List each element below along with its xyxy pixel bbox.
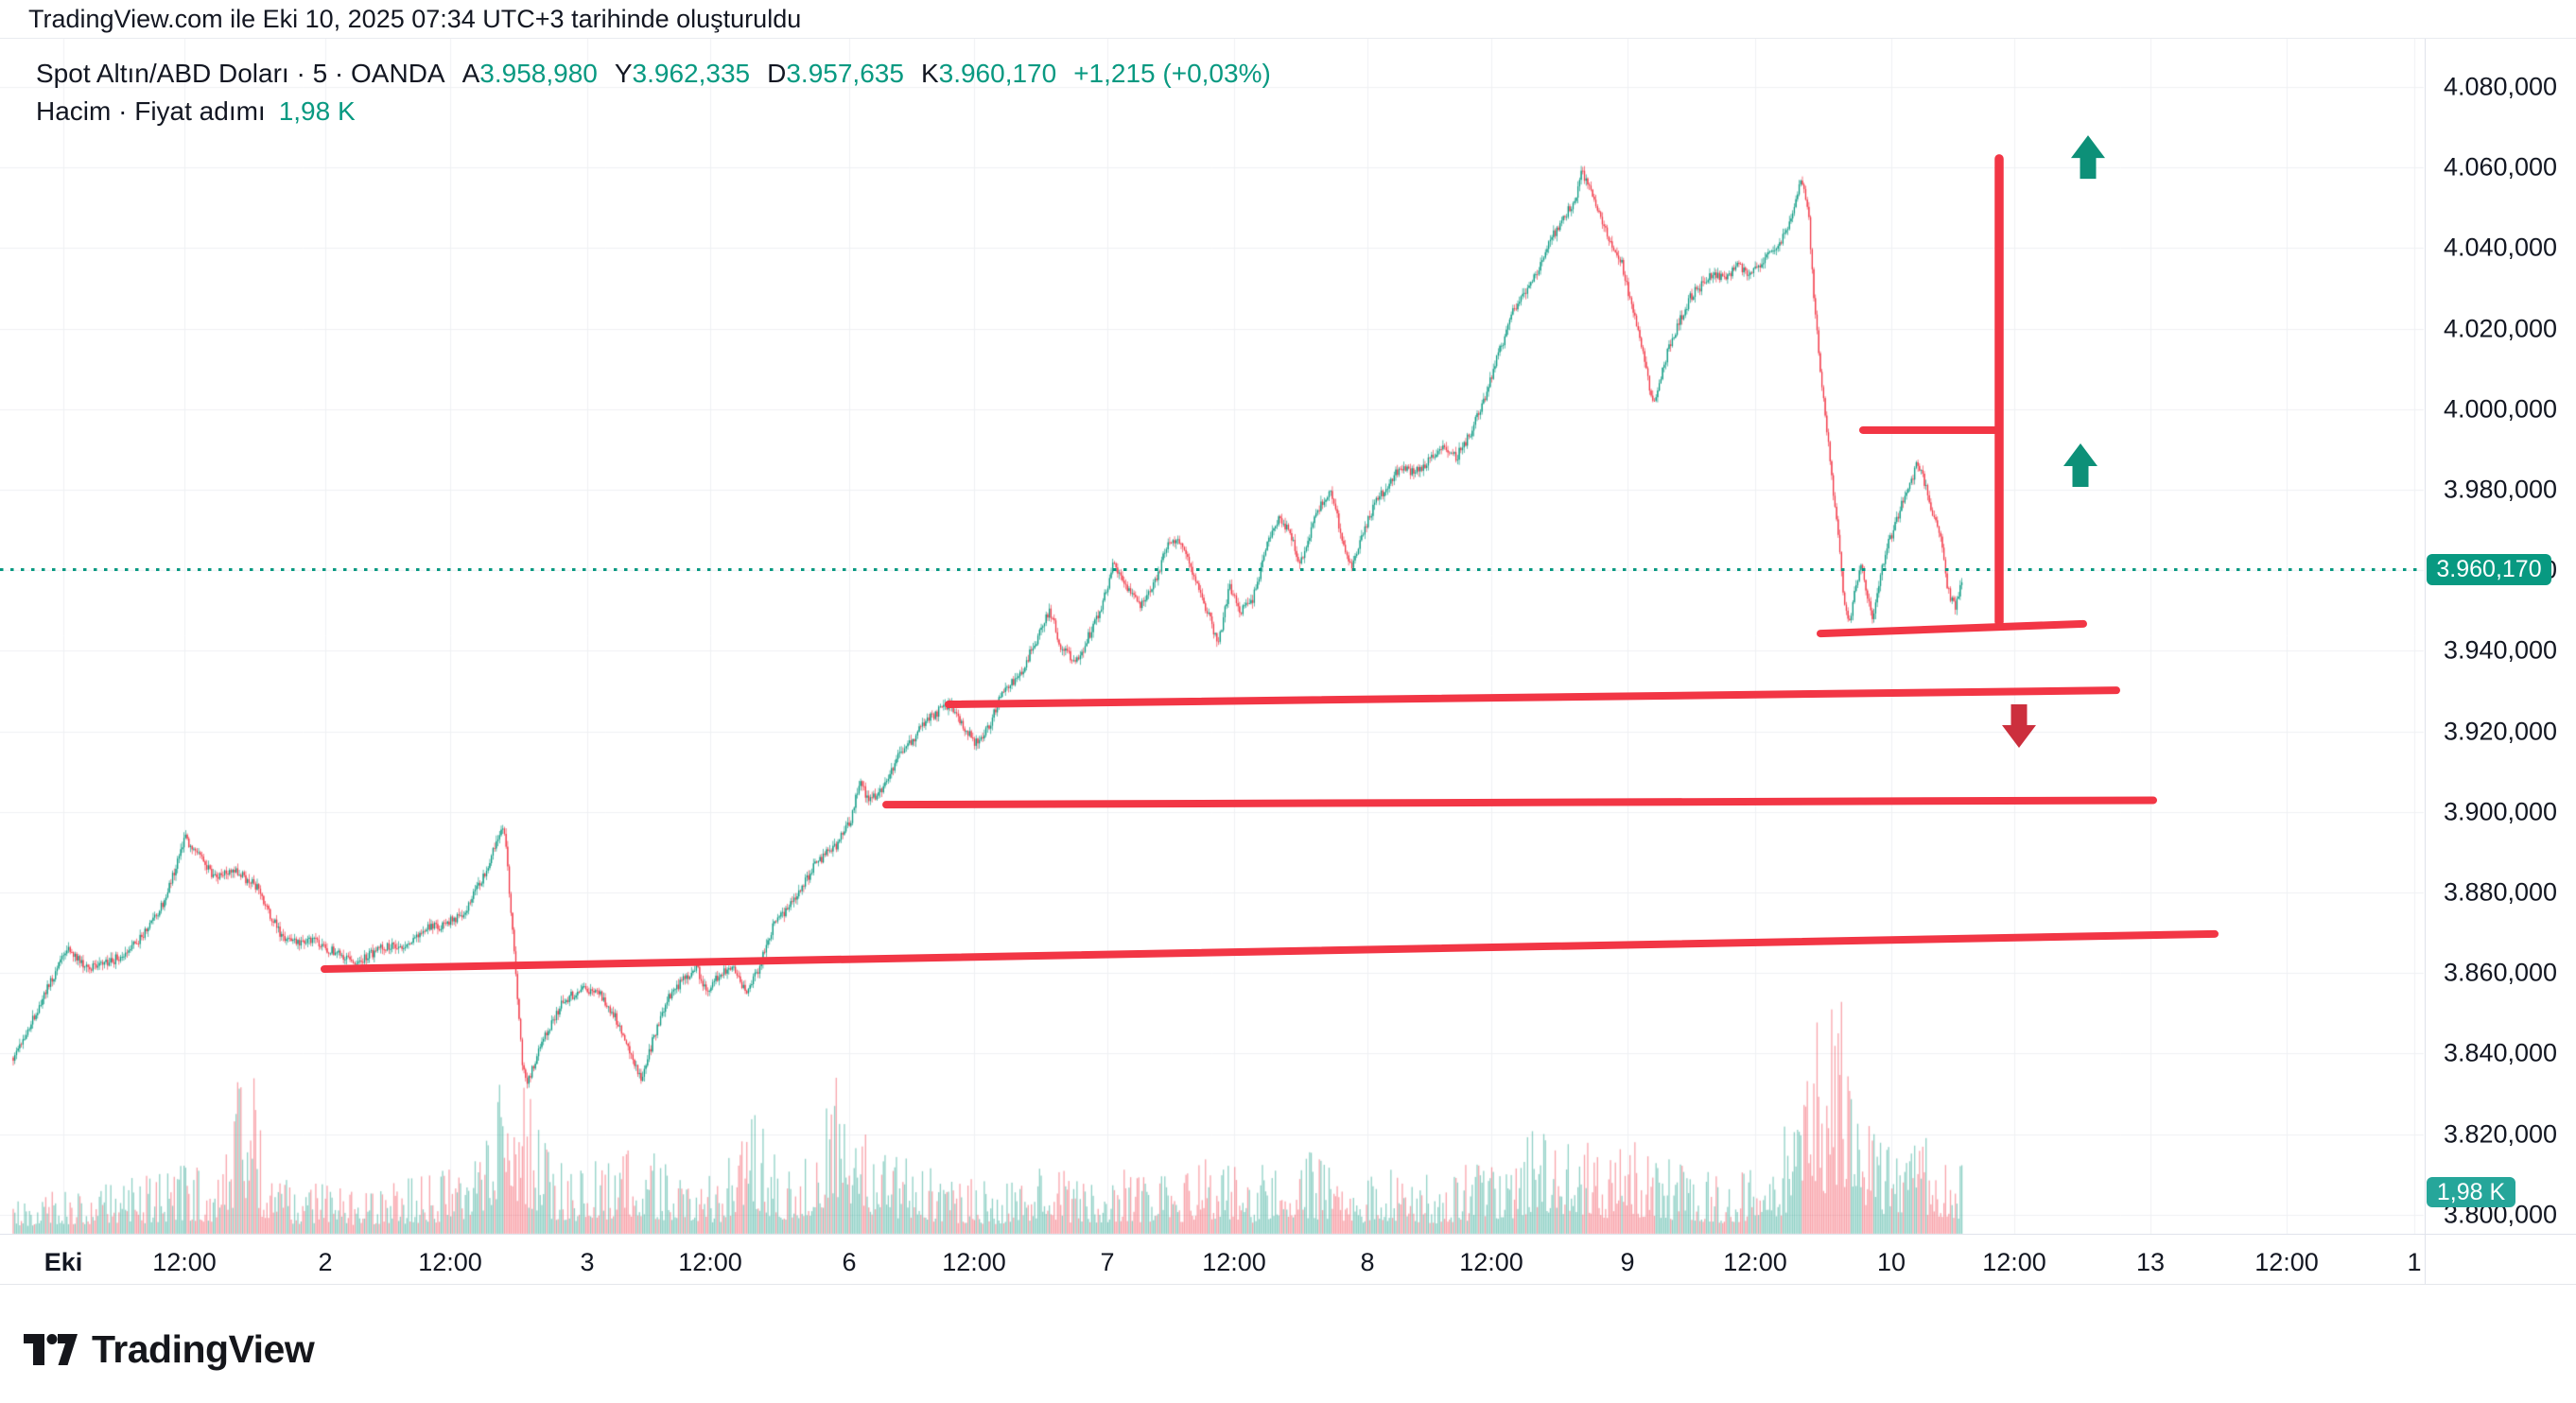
volume-legend-label[interactable]: Hacim · Fiyat adımı xyxy=(36,96,266,126)
price-axis-label: 4.060,000 xyxy=(2443,152,2558,182)
time-axis-label: 8 xyxy=(1360,1248,1375,1276)
volume-legend[interactable]: Hacim · Fiyat adımı 1,98 K xyxy=(36,96,356,127)
last-price-badge: 3.960,170 xyxy=(2427,554,2551,585)
price-axis-label: 4.040,000 xyxy=(2443,233,2558,262)
attribution-bar: TradingView.com ile Eki 10, 2025 07:34 U… xyxy=(0,0,2576,39)
time-axis-label: 9 xyxy=(1620,1248,1635,1276)
low-value: 3.957,635 xyxy=(786,59,904,88)
time-axis-label: 12:00 xyxy=(2254,1248,2319,1276)
high-label: Y xyxy=(614,59,633,88)
time-axis-label: 1 xyxy=(2407,1248,2422,1276)
trend-line-drawing[interactable] xyxy=(321,929,2219,973)
time-axis-label: 12:00 xyxy=(1982,1248,2046,1276)
price-axis-border xyxy=(2425,38,2426,1284)
price-axis-label: 3.980,000 xyxy=(2443,475,2558,504)
trend-line-drawing[interactable] xyxy=(945,686,2120,709)
time-axis-label: Eki xyxy=(44,1248,83,1276)
footer-bar xyxy=(0,1285,2576,1403)
time-axis-border-bottom xyxy=(0,1284,2576,1285)
time-axis-label: 2 xyxy=(318,1248,333,1276)
time-axis-label: 6 xyxy=(842,1248,857,1276)
change-value: +1,215 (+0,03%) xyxy=(1073,59,1271,88)
time-axis-label: 12:00 xyxy=(942,1248,1006,1276)
time-axis-label: 12:00 xyxy=(1202,1248,1266,1276)
trend-line-drawing[interactable] xyxy=(1817,619,2087,638)
price-axis-label: 4.080,000 xyxy=(2443,72,2558,101)
price-axis-label: 3.920,000 xyxy=(2443,717,2558,746)
symbol-title[interactable]: Spot Altın/ABD Doları · 5 · OANDA xyxy=(36,59,445,88)
time-axis-label: 12:00 xyxy=(1723,1248,1787,1276)
low-label: D xyxy=(767,59,787,88)
tradingview-logo-icon xyxy=(24,1334,78,1365)
price-axis-label: 4.020,000 xyxy=(2443,314,2558,343)
open-label: A xyxy=(461,59,480,88)
price-axis-label: 4.000,000 xyxy=(2443,394,2558,424)
time-axis-label: 7 xyxy=(1100,1248,1115,1276)
tradingview-logo-text: TradingView xyxy=(92,1327,315,1371)
arrow-up-marker[interactable] xyxy=(2063,443,2097,488)
tradingview-logo[interactable]: TradingView xyxy=(24,1327,315,1372)
close-label: K xyxy=(920,59,939,88)
attribution-text: TradingView.com ile Eki 10, 2025 07:34 U… xyxy=(28,5,802,33)
volume-legend-value: 1,98 K xyxy=(278,96,356,126)
price-axis-label: 3.860,000 xyxy=(2443,958,2558,987)
open-value: 3.958,980 xyxy=(479,59,598,88)
price-axis-label: 3.820,000 xyxy=(2443,1119,2558,1149)
close-value: 3.960,170 xyxy=(938,59,1057,88)
high-value: 3.962,335 xyxy=(632,59,751,88)
time-axis-label: 12:00 xyxy=(678,1248,742,1276)
price-axis-label: 3.840,000 xyxy=(2443,1038,2558,1067)
price-axis-label: 3.940,000 xyxy=(2443,635,2558,665)
trend-line-drawing[interactable] xyxy=(882,796,2157,809)
arrow-up-marker[interactable] xyxy=(2071,135,2105,180)
time-axis-label: 12:00 xyxy=(152,1248,217,1276)
price-axis-label: 3.900,000 xyxy=(2443,797,2558,826)
time-axis-border-top xyxy=(0,1234,2576,1235)
symbol-legend[interactable]: Spot Altın/ABD Doları · 5 · OANDA A3.958,… xyxy=(36,59,1271,89)
time-axis-label: 3 xyxy=(580,1248,595,1276)
time-axis-label: 10 xyxy=(1876,1248,1906,1276)
time-axis-label: 13 xyxy=(2135,1248,2166,1276)
price-axis-label: 3.880,000 xyxy=(2443,877,2558,907)
volume-badge: 1,98 K xyxy=(2427,1177,2515,1207)
arrow-down-marker[interactable] xyxy=(2002,704,2036,749)
time-axis-label: 12:00 xyxy=(1459,1248,1523,1276)
time-axis-label: 12:00 xyxy=(418,1248,482,1276)
